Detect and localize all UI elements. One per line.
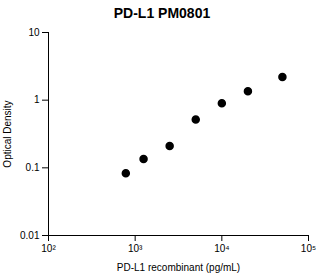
svg-text:PD-L1 recombinant (pg/mL): PD-L1 recombinant (pg/mL) [117, 262, 240, 273]
svg-text:0.01: 0.01 [20, 230, 40, 241]
svg-text:1: 1 [34, 94, 40, 105]
html-text:PD-L1 PM0801: PD-L1 PM0801 [113, 5, 211, 21]
svg-text:10³: 10³ [128, 243, 143, 254]
svg-text:10⁵: 10⁵ [301, 243, 316, 254]
svg-text:10⁴: 10⁴ [214, 243, 229, 254]
svg-text:Optical Density: Optical Density [2, 100, 13, 167]
svg-text:0.1: 0.1 [26, 162, 40, 173]
svg-text:10²: 10² [41, 243, 56, 254]
svg-text:10: 10 [28, 27, 40, 38]
